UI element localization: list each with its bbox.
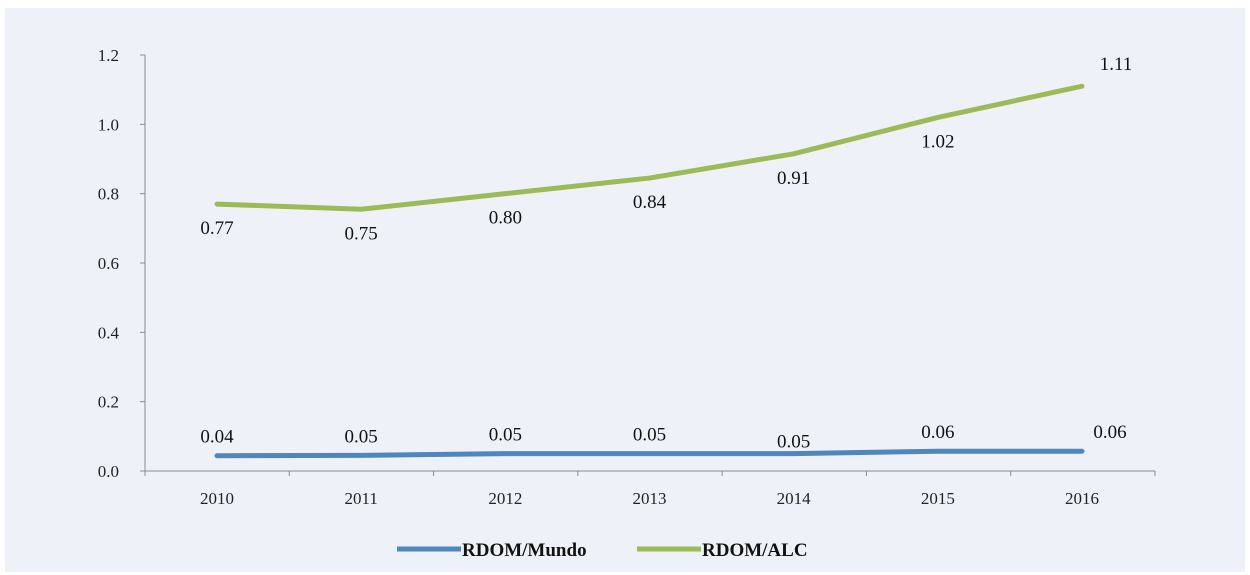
data-label: 0.80 [489,208,522,229]
legend-label: RDOM/Mundo [462,540,587,561]
data-label: 0.05 [777,432,810,453]
x-tick-label: 2010 [200,489,234,508]
y-tick-label: 0.8 [98,185,119,204]
x-tick-label: 2014 [777,489,812,508]
data-label: 0.05 [633,425,666,446]
legend-label: RDOM/ALC [702,540,808,561]
x-tick-label: 2011 [344,489,377,508]
x-tick-label: 2012 [488,489,522,508]
y-tick-label: 0.0 [98,462,119,481]
data-label: 0.06 [921,422,954,443]
x-tick-label: 2015 [921,489,955,508]
data-label: 0.05 [345,426,378,447]
data-labels: 0.04 0.05 0.05 0.05 0.05 0.06 0.06 0.77 0.75 0.80… [200,54,1132,452]
y-axis-ticks: 0.0 0.2 0.4 0.6 0.8 1.0 1.2 [98,46,145,481]
series-line-rdom-alc [214,83,1085,212]
data-label: 1.11 [1100,54,1133,75]
y-tick-label: 1.0 [98,115,119,134]
x-tick-label: 2013 [633,489,667,508]
data-label: 0.04 [200,427,234,448]
y-tick-label: 0.4 [98,323,120,342]
line-chart: 0.00.20.40.60.81.01.2 2010 2011 2012 2013 20… [98,46,1156,561]
series-lines [214,83,1085,459]
chart-area: 0.0 0.2 0.4 0.6 0.8 1.0 1.2 2010 2011 2012 2013 20… [5,8,1245,572]
axes [144,55,1155,472]
data-label: 0.75 [345,223,378,244]
data-label: 0.06 [1093,422,1126,443]
legend: RDOM/Mundo RDOM/ALC [397,540,808,561]
y-tick-label: 0.2 [98,393,119,412]
data-label: 1.02 [921,131,954,152]
data-label: 0.84 [633,192,667,213]
data-label: 0.77 [200,218,233,239]
data-label: 0.91 [777,168,810,189]
y-tick-label: 0.6 [98,254,119,273]
y-tick-label: 1.2 [98,46,119,65]
x-axis-ticks: 2010 2011 2012 2013 2014 2015 2016 [144,471,1156,508]
data-label: 0.05 [489,425,522,446]
series-line-rdom-mundo [214,448,1085,459]
x-tick-label: 2016 [1065,489,1099,508]
